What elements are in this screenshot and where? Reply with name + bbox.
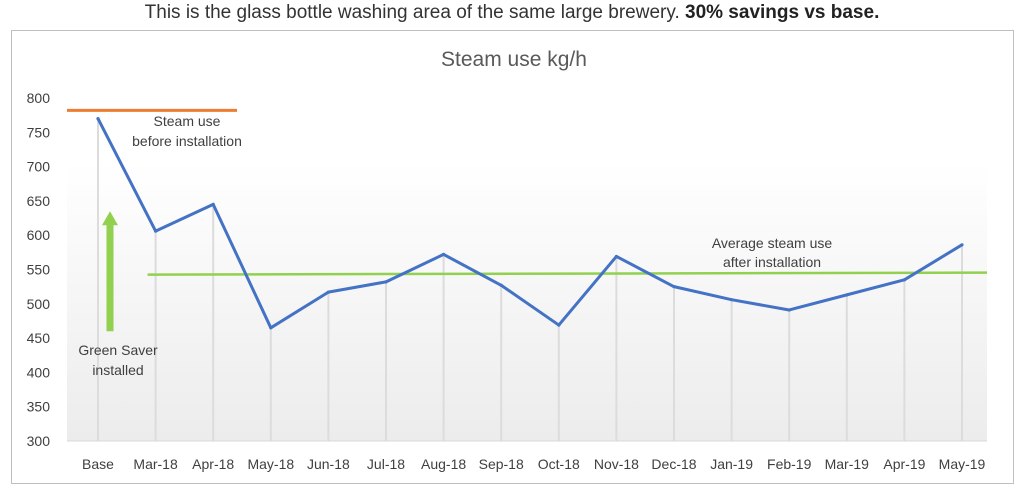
x-tick-label: Sep-18 bbox=[479, 456, 524, 472]
x-tick-label: Mar-19 bbox=[825, 456, 870, 472]
data-point bbox=[902, 278, 907, 282]
data-point bbox=[845, 293, 849, 297]
plot-area: 300 350 400 450 500 550 600 650 700 750 800 Base Mar… bbox=[27, 90, 988, 472]
installed-annotation-label: Green Saver installed bbox=[78, 342, 158, 378]
average-reference-label: Average steam use after installation bbox=[712, 235, 833, 270]
data-point bbox=[326, 290, 330, 294]
average-reference-line bbox=[147, 271, 988, 276]
chart-title: Steam use kg/h bbox=[441, 48, 587, 71]
baseline-reference-label: Steam use before installation bbox=[132, 113, 242, 149]
steam-use-series-line bbox=[96, 117, 963, 330]
x-tick-label: May-18 bbox=[247, 456, 294, 472]
data-point bbox=[557, 323, 561, 327]
x-tick-label: Base bbox=[82, 456, 114, 472]
x-tick-label: May-19 bbox=[939, 456, 986, 472]
x-tick-label: Feb-19 bbox=[767, 456, 812, 472]
data-point bbox=[211, 202, 215, 206]
slide-caption: This is the glass bottle washing area of… bbox=[0, 2, 1024, 24]
x-tick-label: Nov-18 bbox=[594, 456, 639, 472]
x-tick-label: Jul-18 bbox=[367, 456, 405, 472]
y-tick-label: 800 bbox=[27, 90, 51, 106]
x-tick-label: Apr-19 bbox=[883, 456, 925, 472]
data-point bbox=[384, 280, 388, 284]
data-point bbox=[442, 252, 446, 257]
data-point bbox=[730, 298, 734, 302]
y-tick-label: 750 bbox=[27, 124, 51, 140]
y-tick-label: 500 bbox=[27, 296, 51, 312]
installed-arrow-head bbox=[102, 211, 118, 226]
data-point bbox=[672, 285, 676, 289]
caption-highlight: 30% savings vs base. bbox=[685, 2, 880, 23]
data-point bbox=[154, 229, 158, 233]
x-tick-label: Jan-19 bbox=[710, 456, 753, 472]
data-point bbox=[960, 243, 964, 247]
y-tick-label: 400 bbox=[27, 364, 51, 380]
x-tick-label: Dec-18 bbox=[651, 456, 696, 472]
data-point bbox=[269, 326, 273, 330]
data-point bbox=[614, 254, 619, 259]
data-point bbox=[787, 308, 791, 312]
x-tick-label: Jun-18 bbox=[307, 456, 350, 472]
x-tick-label: Oct-18 bbox=[538, 456, 580, 472]
data-point bbox=[96, 116, 100, 121]
plot-background bbox=[67, 161, 987, 441]
y-tick-label: 350 bbox=[27, 399, 51, 415]
y-tick-label: 650 bbox=[27, 193, 51, 209]
caption-text: This is the glass bottle washing area of… bbox=[144, 2, 685, 23]
y-tick-label: 600 bbox=[27, 227, 51, 243]
y-tick-label: 450 bbox=[27, 330, 51, 346]
data-point bbox=[499, 283, 503, 287]
y-tick-label: 700 bbox=[27, 159, 51, 175]
y-tick-label: 550 bbox=[27, 262, 51, 278]
x-tick-label: Apr-18 bbox=[192, 456, 234, 472]
x-tick-label: Aug-18 bbox=[421, 456, 466, 472]
x-tick-label: Mar-18 bbox=[133, 456, 178, 472]
y-tick-label: 300 bbox=[27, 433, 51, 449]
chart-frame: Steam use kg/h 300 350 400 450 500 550 600 650 7… bbox=[11, 30, 1014, 484]
steam-use-line-chart: Steam use kg/h 300 350 400 450 500 550 600 650 7… bbox=[27, 48, 988, 472]
